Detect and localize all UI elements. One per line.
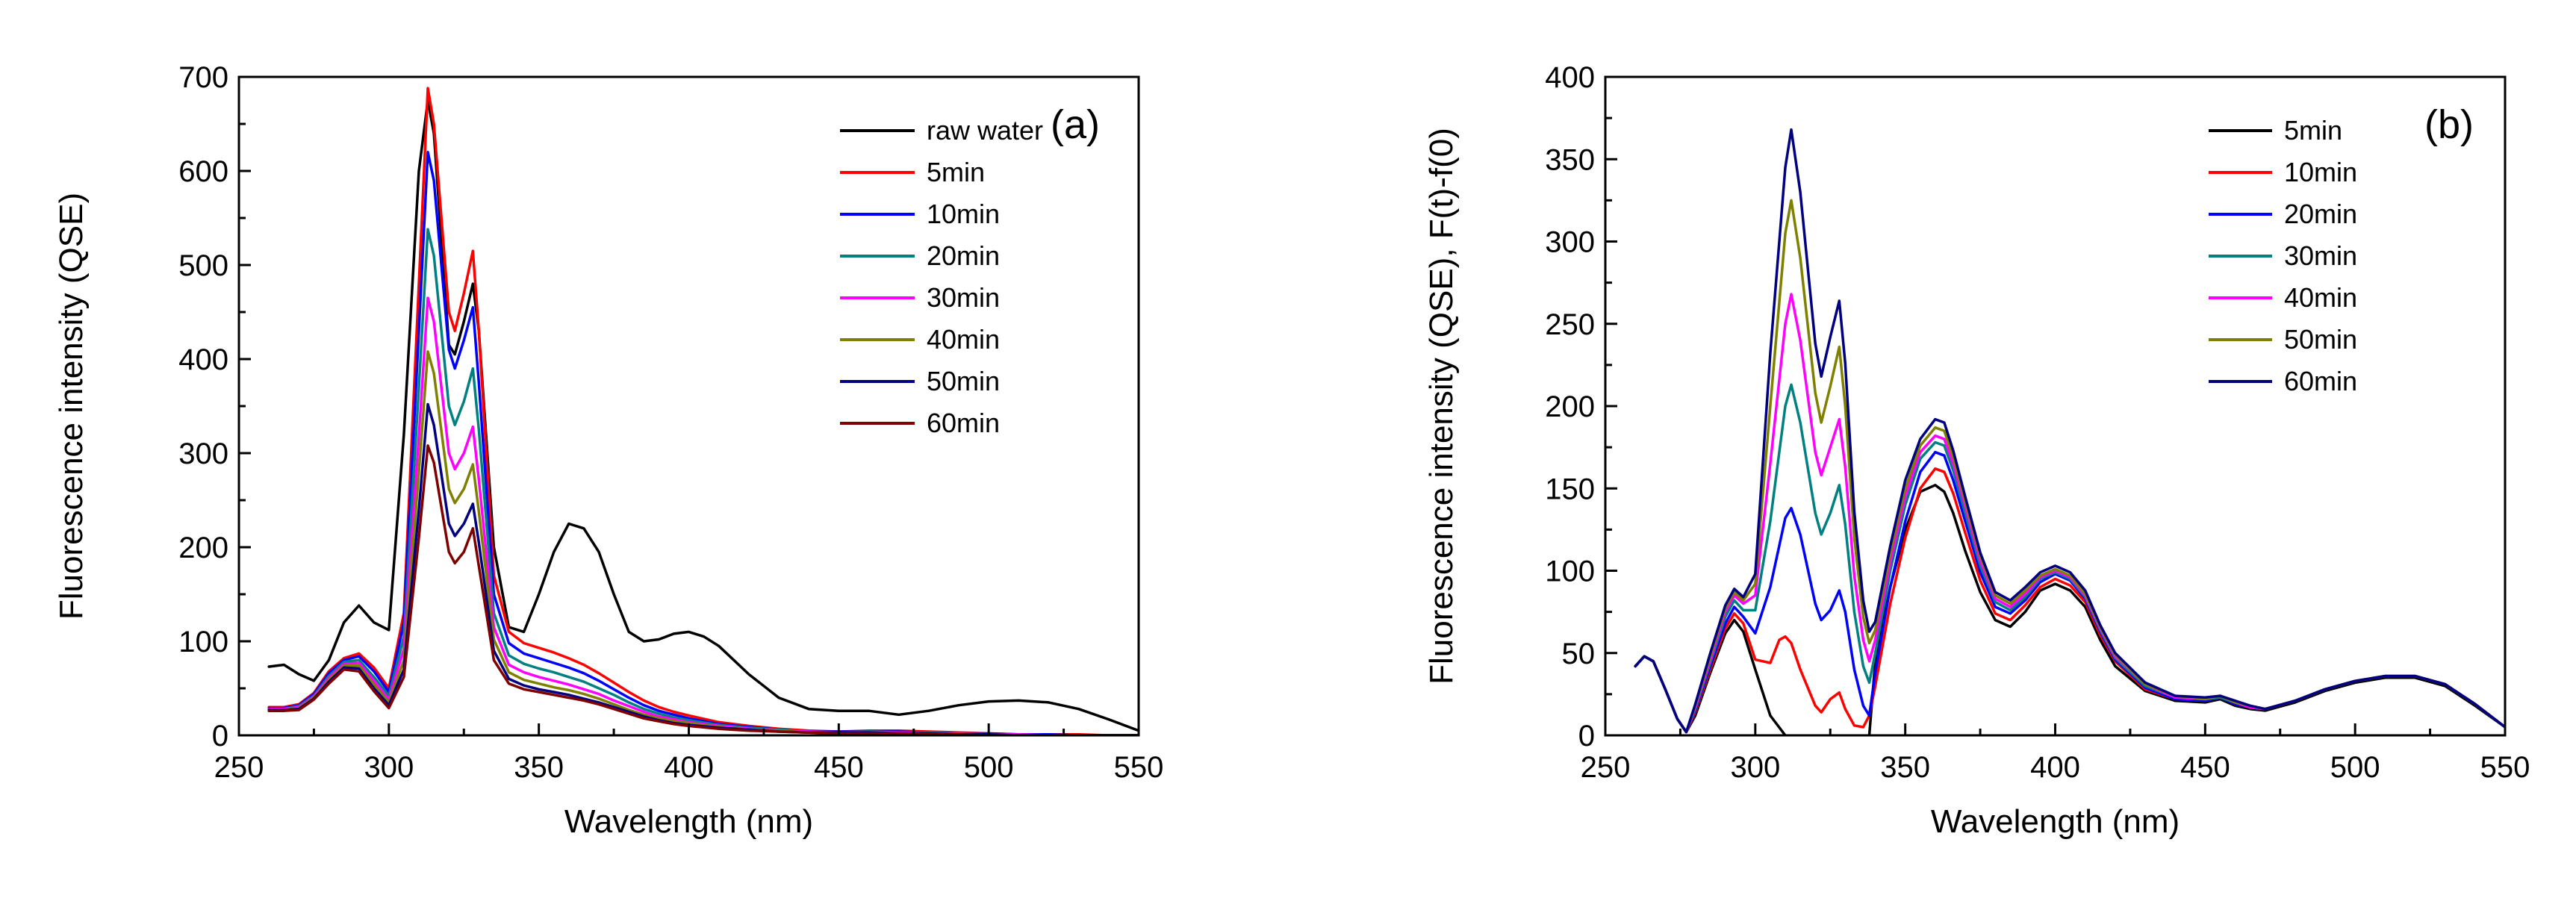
legend-label-5min: 5min	[927, 157, 985, 187]
x-axis-title: Wavelength (nm)	[1931, 803, 2180, 840]
legend-label-20min: 20min	[2284, 199, 2357, 229]
x-tick-label: 350	[514, 751, 564, 784]
x-tick-label: 250	[1581, 751, 1631, 784]
y-tick-label: 200	[1545, 390, 1595, 423]
series-line-40min	[1634, 293, 2505, 734]
series-group	[1634, 128, 2505, 735]
series-line-50min	[1634, 199, 2505, 734]
x-tick-label: 500	[2330, 751, 2380, 784]
legend-label-20min: 20min	[927, 240, 1000, 271]
y-tick-label: 0	[1578, 720, 1595, 753]
x-tick-label: 450	[814, 751, 864, 784]
x-tick-label: 300	[364, 751, 414, 784]
series-group	[267, 87, 1139, 735]
y-tick-label: 300	[1545, 226, 1595, 259]
panel-label: (b)	[2424, 102, 2474, 147]
x-tick-label: 400	[664, 751, 714, 784]
y-tick-label: 100	[178, 626, 228, 658]
legend-label-30min: 30min	[927, 282, 1000, 313]
legend-label-10min: 10min	[2284, 157, 2357, 187]
x-tick-label: 450	[2180, 751, 2230, 784]
y-tick-label: 300	[178, 437, 228, 470]
legend-label-30min: 30min	[2284, 240, 2357, 271]
series-line-60min	[1634, 128, 2505, 734]
series-line-5min	[1634, 484, 2505, 735]
panel-label: (a)	[1051, 102, 1100, 147]
x-tick-label: 350	[1880, 751, 1930, 784]
y-axis-title: Fluorescence intensity (QSE)	[53, 193, 90, 620]
y-tick-label: 150	[1545, 473, 1595, 505]
y-tick-label: 0	[212, 720, 228, 753]
x-tick-label: 550	[1114, 751, 1164, 784]
x-tick-label: 500	[964, 751, 1014, 784]
x-axis-title: Wavelength (nm)	[564, 803, 813, 840]
x-tick-label: 300	[1730, 751, 1780, 784]
plot-frame	[1604, 75, 2507, 737]
y-tick-label: 400	[178, 343, 228, 376]
y-tick-label: 250	[1545, 308, 1595, 341]
plot-frame	[237, 75, 1140, 737]
legend-label-raw-water: raw water	[927, 115, 1043, 146]
x-tick-label: 250	[214, 751, 264, 784]
legend-label-50min: 50min	[2284, 324, 2357, 355]
x-tick-label: 550	[2480, 751, 2530, 784]
series-line-60min	[267, 444, 1139, 735]
series-line-10min	[267, 151, 1139, 735]
y-tick-label: 400	[1545, 61, 1595, 94]
legend-label-60min: 60min	[2284, 366, 2357, 396]
y-tick-label: 700	[178, 61, 228, 94]
y-tick-label: 100	[1545, 555, 1595, 588]
x-tick-label: 400	[2030, 751, 2080, 784]
y-axis-title: Fluorescence intensity (QSE), F(t)-f(0)	[1423, 128, 1460, 685]
y-tick-label: 350	[1545, 143, 1595, 176]
legend-label-5min: 5min	[2284, 115, 2342, 146]
y-tick-label: 600	[178, 155, 228, 188]
legend-label-10min: 10min	[927, 199, 1000, 229]
legend: 5min 10min 20min 30min 40min 50min 60min	[2209, 115, 2357, 396]
legend: raw water 5min 10min 20min 30min 40min 50min 60…	[840, 115, 1043, 438]
y-tick-label: 50	[1562, 638, 1596, 670]
series-line-raw-water	[267, 99, 1139, 732]
chart-panel-b: 250 300 350 400 450 500 550 0 50 100 150 200 250 300 3…	[1423, 61, 2530, 840]
legend-label-40min: 40min	[927, 324, 1000, 355]
chart-panel-a: 250 300 350 400 450 500 550 0 100 200 300 400 500 600…	[53, 61, 1163, 840]
legend-label-40min: 40min	[2284, 282, 2357, 313]
legend-label-50min: 50min	[927, 366, 1000, 396]
legend-label-60min: 60min	[927, 408, 1000, 438]
y-tick-label: 500	[178, 249, 228, 282]
y-tick-label: 200	[178, 532, 228, 564]
